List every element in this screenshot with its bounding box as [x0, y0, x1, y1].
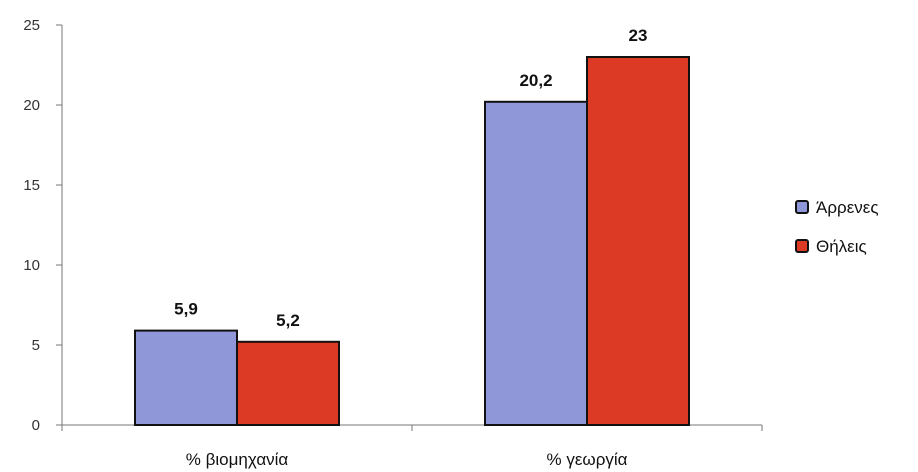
data-label: 5,2 — [276, 311, 300, 330]
x-tick-label: % γεωργία — [547, 450, 628, 469]
bar — [586, 56, 690, 426]
y-tick-label: 15 — [23, 177, 40, 194]
legend-swatch — [795, 200, 809, 214]
y-tick-label: 10 — [23, 257, 40, 274]
y-tick-label: 25 — [23, 17, 40, 34]
bar — [484, 100, 588, 427]
bar — [134, 329, 238, 427]
legend: Άρρενες Θήλεις — [795, 198, 879, 256]
y-axis: 0 5 10 15 20 25 — [23, 17, 63, 434]
legend-label: Θήλεις — [816, 237, 867, 256]
bars — [134, 56, 690, 427]
legend-swatch — [795, 239, 809, 253]
legend-label: Άρρενες — [816, 198, 879, 217]
data-label: 23 — [629, 26, 648, 45]
data-labels: 5,9 5,2 20,2 23 — [174, 26, 647, 330]
y-tick-label: 5 — [32, 337, 40, 354]
x-axis: % βιομηχανία % γεωργία — [61, 424, 763, 469]
data-label: 20,2 — [519, 71, 552, 90]
data-label: 5,9 — [174, 300, 198, 319]
x-tick-label: % βιομηχανία — [186, 450, 289, 469]
bar — [236, 340, 340, 426]
y-tick-label: 20 — [23, 97, 40, 114]
y-tick-label: 0 — [32, 417, 40, 434]
